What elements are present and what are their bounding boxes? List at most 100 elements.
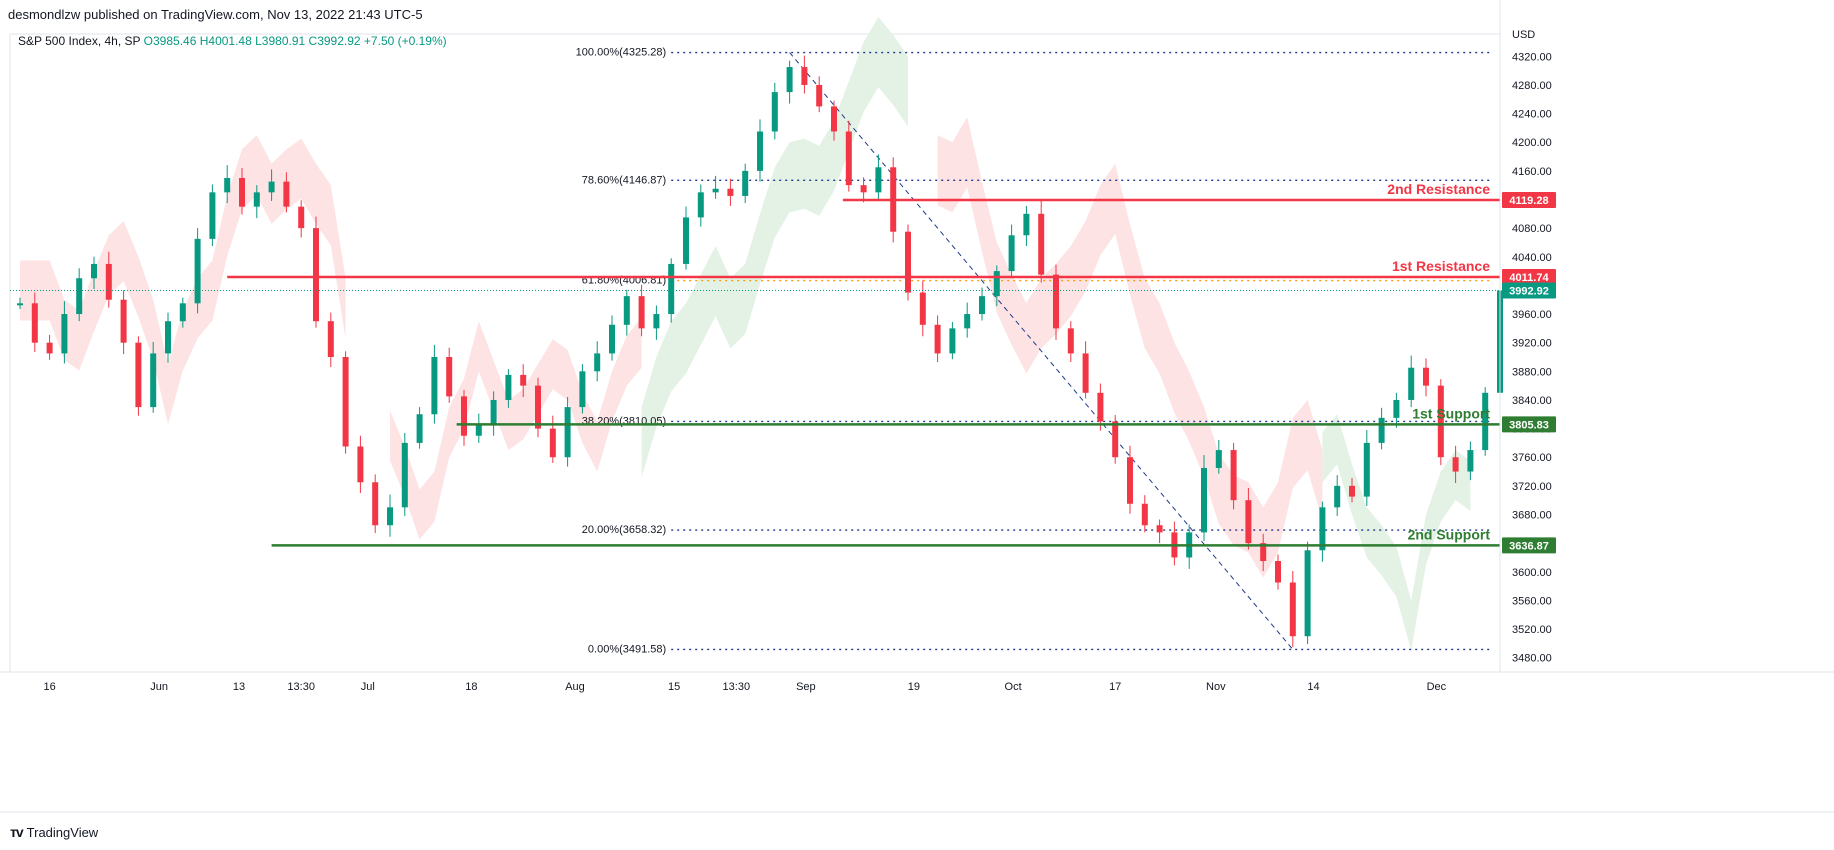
candle-body: [194, 238, 201, 304]
price-tick-label: 3760.00: [1512, 452, 1552, 464]
time-tick-label: Jun: [150, 681, 168, 693]
symbol-legend: S&P 500 Index, 4h, SP O3985.46 H4001.48 …: [18, 34, 447, 48]
time-tick-label: 15: [668, 681, 680, 693]
candle-body: [91, 263, 97, 279]
candle-body: [831, 106, 837, 132]
candle-body: [979, 296, 985, 315]
price-badge-label: 4119.28: [1509, 195, 1548, 207]
tradingview-logo-icon: ᴛᴠ: [10, 824, 24, 840]
candle-body: [165, 321, 171, 354]
level-name: 1st Support: [1412, 405, 1490, 421]
candle-body: [357, 446, 364, 483]
candle-body: [224, 178, 231, 193]
candle-body: [1053, 274, 1059, 329]
candle-body: [1230, 450, 1237, 501]
time-tick-label: 19: [908, 681, 920, 693]
candle-body: [535, 385, 541, 429]
candle-body: [742, 170, 749, 196]
price-tick-label: 3680.00: [1512, 510, 1552, 522]
level-name: 2nd Resistance: [1387, 181, 1490, 197]
fib-level-label: 20.00%(3658.32): [582, 524, 666, 536]
candle-body: [875, 167, 882, 193]
candle-body: [1067, 328, 1074, 354]
time-tick-label: 13:30: [723, 681, 751, 693]
price-tick-label: 4160.00: [1512, 166, 1552, 178]
price-tick-label: 3480.00: [1512, 653, 1552, 665]
fib-trend-line: [789, 52, 1294, 650]
candle-body: [683, 217, 689, 264]
price-tick-label: 3720.00: [1512, 481, 1552, 493]
candle-body: [1304, 550, 1311, 637]
candle-body: [1334, 485, 1341, 508]
candle-body: [1201, 467, 1207, 533]
price-badge-label: 3636.87: [1509, 540, 1549, 552]
candle-body: [1437, 385, 1444, 458]
support-resistance-levels: 2nd Resistance 1st Resistance 1st Support 2…: [10, 181, 1500, 547]
candle-body: [905, 231, 911, 293]
open-value: O3985.46: [143, 34, 197, 48]
price-tick-label: 4320.00: [1512, 51, 1552, 63]
fib-level-label: 100.00%(4325.28): [576, 47, 667, 59]
candle-body: [1289, 582, 1296, 637]
candle-body: [1408, 367, 1415, 400]
candle-body: [801, 67, 808, 85]
time-tick-label: Jul: [361, 681, 375, 693]
close-value: C3992.92: [308, 34, 361, 48]
candle-body: [1023, 213, 1030, 236]
candle-body: [1482, 392, 1489, 451]
price-tick-label: 4080.00: [1512, 223, 1552, 235]
candle-body: [623, 296, 630, 325]
price-badge-label: 4011.74: [1509, 272, 1549, 284]
candle-body: [135, 342, 142, 408]
candle-body: [638, 296, 645, 329]
candle-body: [993, 271, 1000, 297]
candle-body: [1215, 450, 1222, 468]
price-axis: USD3480.003520.003560.003600.003640.0036…: [1499, 0, 1556, 672]
candle-body: [505, 374, 512, 400]
time-tick-label: Dec: [1427, 681, 1447, 693]
candle-body: [1038, 213, 1045, 275]
candle-body: [771, 92, 778, 132]
candle-body: [61, 314, 68, 354]
candle-body: [1319, 507, 1326, 551]
price-tick-label: 3920.00: [1512, 338, 1552, 350]
price-badge: [1502, 282, 1556, 299]
currency-label: USD: [1512, 29, 1535, 41]
symbol-name: S&P 500 Index, 4h, SP: [18, 34, 141, 48]
candle-body: [1260, 543, 1267, 562]
time-tick-label: 13:30: [287, 681, 315, 693]
cloud-bear-segment: [390, 317, 642, 540]
candle-body: [342, 357, 349, 447]
price-badge: [1502, 416, 1556, 433]
price-badge: [1502, 192, 1556, 209]
price-badge-label: 3805.83: [1509, 419, 1549, 431]
time-tick-label: Aug: [565, 681, 585, 693]
candle-body: [668, 263, 675, 315]
candlestick-series: [17, 55, 1503, 647]
candle-body: [1423, 367, 1429, 386]
candle-body: [431, 357, 438, 415]
time-tick-label: 14: [1307, 681, 1319, 693]
candle-body: [268, 181, 275, 193]
time-tick-label: Sep: [796, 681, 816, 693]
candle-body: [964, 314, 971, 329]
tradingview-brand[interactable]: ᴛᴠ TradingView: [10, 824, 98, 840]
candle-body: [1082, 353, 1089, 393]
price-tick-label: 3560.00: [1512, 595, 1552, 607]
candle-body: [1141, 503, 1148, 526]
cloud-bull-segment: [1322, 414, 1471, 651]
candle-body: [697, 192, 704, 218]
candle-body: [860, 185, 867, 193]
fib-level-label: 78.60%(4146.87): [582, 174, 666, 186]
price-tick-label: 4200.00: [1512, 137, 1552, 149]
change-value: +7.50 (+0.19%): [363, 34, 447, 48]
candle-body: [283, 181, 290, 207]
price-tick-label: 4240.00: [1512, 109, 1552, 121]
candle-body: [609, 324, 615, 354]
price-badge: [1502, 269, 1556, 286]
fib-level-label: 0.00%(3491.58): [588, 643, 666, 655]
candle-body: [1378, 417, 1385, 443]
candle-body: [17, 303, 23, 306]
candle-body: [594, 353, 601, 372]
